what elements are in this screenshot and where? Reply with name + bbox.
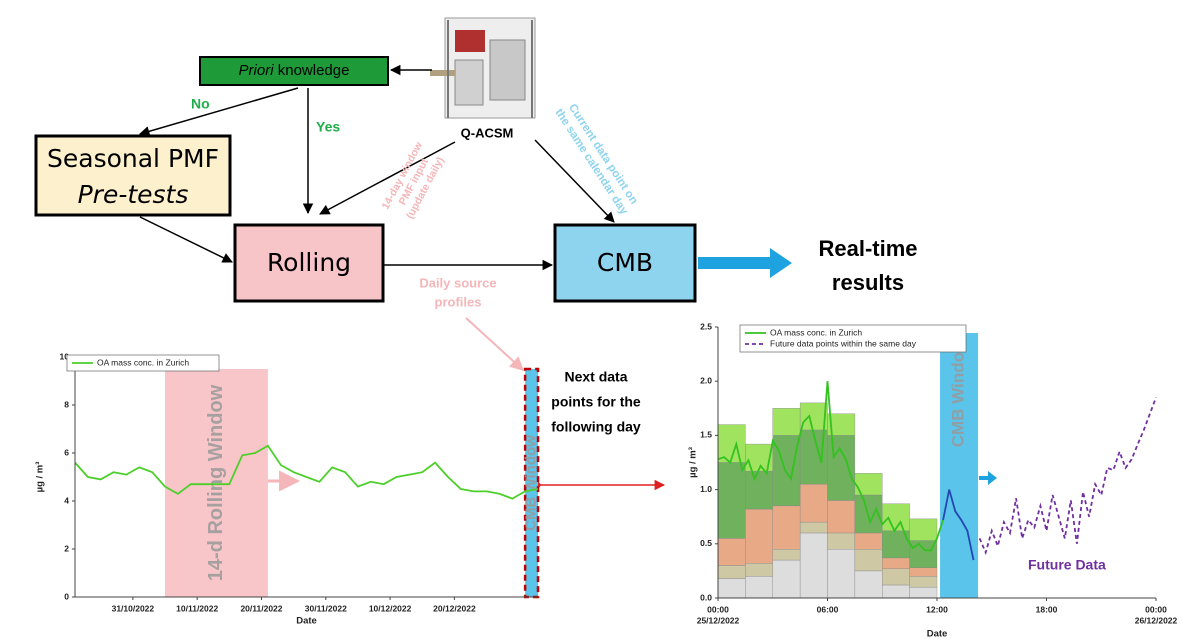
- bar-segment: [855, 533, 882, 549]
- x-tick-label: 20/12/2022: [433, 603, 476, 613]
- x-tick-label: 30/11/2022: [305, 603, 347, 613]
- bar-segment: [745, 563, 772, 576]
- x-tick-label: 06:00: [817, 604, 839, 614]
- rolling-label: Rolling: [267, 248, 351, 277]
- yes-label: Yes: [316, 119, 340, 135]
- y-tick-label: 2.0: [700, 375, 712, 385]
- arrow: [979, 471, 997, 485]
- current-note: the same calendar day: [552, 107, 630, 218]
- x-tick-label: 00:00: [1145, 604, 1167, 614]
- x-tick-label: 10/11/2022: [176, 603, 218, 613]
- profiles-label: Daily source: [419, 275, 496, 290]
- profiles-label: profiles: [435, 294, 482, 309]
- instrument-image: [430, 18, 535, 118]
- arrow: [466, 318, 523, 370]
- bar-segment: [882, 504, 909, 531]
- bar-segment: [718, 463, 745, 539]
- arrow: [140, 217, 232, 262]
- legend-label: Future data points within the same day: [770, 338, 917, 348]
- region-label: CMB Window: [949, 338, 968, 447]
- priori-label: Priori knowledge: [239, 62, 350, 79]
- bar-segment: [773, 560, 800, 598]
- bar-segment: [773, 549, 800, 560]
- seasonal-sublabel: Pre-tests: [78, 180, 189, 209]
- y-tick-label: 4: [64, 495, 69, 505]
- arrow: [140, 88, 298, 134]
- region-label: CMB Window: [523, 435, 540, 531]
- bar-segment: [800, 522, 827, 533]
- bar-segment: [718, 578, 745, 598]
- y-tick-label: 0.5: [700, 538, 712, 548]
- line: [980, 398, 1156, 553]
- bar-segment: [882, 569, 909, 585]
- seasonal-label: Seasonal PMF: [47, 144, 219, 173]
- legend-label: OA mass conc. in Zurich: [770, 327, 862, 337]
- y-tick-label: 1.5: [700, 430, 712, 440]
- x-tick-sublabel: 25/12/2022: [697, 615, 740, 625]
- x-axis-title: Date: [296, 616, 317, 627]
- bar-segment: [718, 538, 745, 565]
- next-label: Next data: [564, 369, 627, 385]
- page: Q-ACSM Priori knowledge No Yes Seasonal …: [0, 0, 1182, 639]
- bar-segment: [910, 587, 937, 598]
- y-tick-label: 6: [64, 447, 69, 457]
- bar-segment: [828, 533, 855, 549]
- bar-segment: [882, 585, 909, 598]
- y-axis-title: µg / m³: [35, 462, 46, 493]
- y-tick-label: 8: [64, 399, 69, 409]
- next-label: following day: [551, 419, 641, 435]
- result-label: Real-time: [818, 236, 917, 261]
- bar-segment: [773, 506, 800, 549]
- bar-segment: [855, 549, 882, 571]
- big-arrow: [698, 248, 792, 278]
- priori-text: knowledge: [278, 62, 350, 79]
- y-tick-label: 2: [64, 543, 69, 553]
- cmb-label: CMB: [597, 248, 653, 277]
- x-tick-label: 18:00: [1036, 604, 1058, 614]
- annotation: Future Data: [1028, 557, 1106, 573]
- x-axis-title: Date: [927, 629, 948, 639]
- y-axis-title: µg / m³: [688, 447, 699, 478]
- bar-segment: [745, 576, 772, 598]
- bar-segment: [910, 519, 937, 541]
- bar-segment: [773, 408, 800, 435]
- bar-segment: [828, 500, 855, 533]
- y-tick-label: 2.5: [700, 321, 712, 331]
- bar-segment: [718, 565, 745, 578]
- legend-label: OA mass conc. in Zurich: [97, 357, 189, 367]
- result-label: results: [832, 270, 904, 295]
- bar-segment: [855, 571, 882, 598]
- line: [75, 446, 538, 499]
- x-tick-label: 00:00: [707, 604, 729, 614]
- no-label: No: [191, 96, 210, 112]
- x-tick-label: 31/10/2022: [112, 603, 155, 613]
- bar-segment: [800, 484, 827, 522]
- bar-segment: [910, 576, 937, 587]
- y-tick-label: 1.0: [700, 484, 712, 494]
- x-tick-sublabel: 26/12/2022: [1135, 615, 1178, 625]
- instrument-label: Q-ACSM: [461, 125, 514, 140]
- bar-segment: [910, 568, 937, 577]
- bar-segment: [745, 509, 772, 563]
- x-tick-label: 10/12/2022: [369, 603, 412, 613]
- bar-segment: [882, 558, 909, 569]
- region-label: 14-d Rolling Window: [205, 384, 227, 581]
- bar-segment: [828, 435, 855, 500]
- x-tick-label: 20/11/2022: [240, 603, 282, 613]
- bar-segment: [800, 533, 827, 598]
- y-tick-label: 0.0: [700, 592, 712, 602]
- bar-segment: [745, 471, 772, 509]
- next-label: points for the: [551, 394, 641, 410]
- bar-segment: [828, 549, 855, 598]
- priori-italic: Priori: [239, 62, 275, 79]
- x-tick-label: 12:00: [926, 604, 948, 614]
- y-tick-label: 0: [64, 591, 69, 601]
